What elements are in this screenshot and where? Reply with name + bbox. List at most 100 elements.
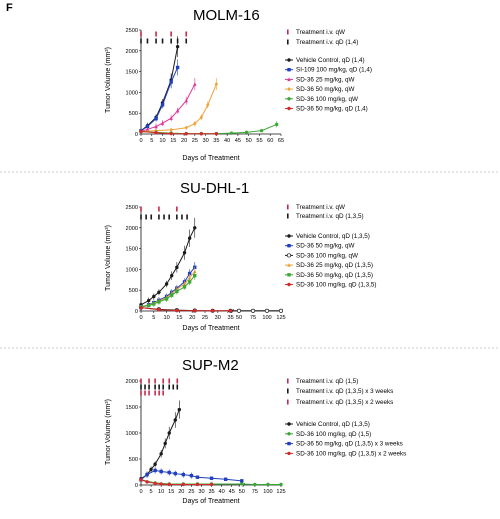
- data-point: [167, 431, 171, 435]
- data-point: [253, 482, 257, 487]
- data-point: [152, 294, 156, 299]
- data-point: [193, 309, 197, 313]
- data-point: [146, 298, 151, 303]
- data-point: [182, 251, 187, 255]
- x-tick-label: 55: [256, 138, 262, 144]
- treatment-marker: [161, 38, 164, 44]
- treatment-marker: [146, 38, 149, 44]
- treatment-marker: [168, 384, 171, 390]
- series-legend-marker: [287, 68, 291, 72]
- x-tick-label: 45: [229, 489, 235, 495]
- data-point: [152, 302, 156, 306]
- data-point: [167, 482, 171, 487]
- x-tick-label: 30: [215, 315, 221, 321]
- treatment-legend-swatch: [287, 399, 289, 405]
- series-legend-label: SD-36 100 mg/kg, qW: [296, 96, 358, 103]
- treatment-marker: [155, 38, 157, 44]
- x-tick-label: 0: [139, 138, 142, 144]
- treatment-legend-swatch: [287, 204, 289, 210]
- x-tick-label: 20: [178, 489, 184, 495]
- x-tick-label: 5: [150, 138, 153, 144]
- x-tick-label: 40: [219, 489, 225, 495]
- treatment-legend-label: Treatment i.v. qD (1,3,5) x 3 weeks: [296, 388, 393, 395]
- x-tick-label: 50: [239, 489, 245, 495]
- x-tick-label: 30: [202, 138, 208, 144]
- series-legend-label: SD-36 100 mg/kg, qW: [296, 252, 358, 259]
- data-point: [153, 462, 157, 466]
- y-tick-label: 0: [135, 483, 138, 489]
- treatment-marker: [155, 31, 157, 37]
- x-tick-label: 50: [246, 138, 252, 144]
- treatment-marker: [176, 384, 179, 390]
- treatment-marker: [186, 214, 188, 220]
- treatment-legend-swatch: [287, 29, 289, 35]
- treatment-marker: [176, 378, 179, 384]
- x-tick-label: 60: [267, 138, 273, 144]
- data-point: [199, 132, 204, 136]
- series-3: [138, 305, 284, 313]
- data-point: [159, 482, 163, 486]
- data-point: [157, 300, 161, 304]
- x-tick-label: 20: [181, 138, 187, 144]
- data-point: [209, 482, 214, 487]
- treatment-marker: [185, 38, 188, 44]
- series-legend-label: Vehicle Control, qD (1,3,5): [296, 233, 370, 240]
- x-tick-label: 45: [235, 138, 241, 144]
- series-line: [140, 83, 217, 133]
- x-tick-label: 125: [276, 489, 285, 495]
- chart-title: MOLM-16: [193, 7, 260, 24]
- data-point: [181, 472, 186, 477]
- series-legend-label: SD-36 50 mg/kg, qD (1,3,5) x 3 weeks: [296, 441, 403, 448]
- treatment-marker: [140, 378, 142, 384]
- data-point: [193, 121, 197, 126]
- x-tick-label: 20: [189, 315, 195, 321]
- data-point: [244, 130, 249, 135]
- chart-panel-2: SU-DHL-1 0 500 1000 1500 2000 2500 0 5 10 15 20 25 30…: [105, 180, 377, 332]
- data-point: [160, 103, 165, 107]
- series-3: [139, 467, 244, 483]
- series-line: [140, 271, 196, 308]
- data-point: [214, 81, 219, 87]
- data-point: [139, 305, 143, 310]
- series-legend-marker: [287, 441, 291, 446]
- data-point: [153, 468, 157, 473]
- treatment-marker: [148, 384, 150, 390]
- data-point: [175, 308, 179, 313]
- data-point: [264, 308, 270, 313]
- y-tick-label: 2500: [126, 28, 138, 34]
- x-tick-label: 15: [176, 315, 182, 321]
- series-legend-label: SD-36 50 mg/kg, qW: [296, 86, 354, 93]
- x-axis-label: Days of Treatment: [182, 325, 239, 332]
- treatment-marker: [148, 378, 150, 384]
- x-tick-label: 15: [168, 489, 174, 495]
- data-point: [145, 472, 149, 477]
- data-point: [164, 297, 169, 301]
- treatment-marker: [168, 378, 171, 384]
- y-axis-label: Tumor Volume (mm³): [105, 225, 112, 291]
- data-point: [250, 308, 256, 313]
- data-point: [193, 273, 197, 278]
- x-tick-label: 65: [278, 138, 284, 144]
- x-axis-label: Days of Treatment: [182, 498, 239, 505]
- treatment-legend-label: Treatment i.v. qD (1,3,5) x 2 weeks: [296, 399, 393, 406]
- data-point: [210, 309, 215, 313]
- data-point: [157, 290, 161, 294]
- treatment-legend-label: Treatment i.v. qW: [296, 204, 345, 211]
- data-point: [139, 129, 143, 134]
- treatment-legend-swatch: [287, 378, 289, 384]
- y-tick-label: 1500: [126, 405, 138, 411]
- series-legend-marker: [287, 244, 291, 248]
- series-4: [139, 478, 214, 487]
- treatment-marker: [154, 390, 156, 396]
- data-point: [175, 44, 180, 49]
- chart-panel-1: MOLM-16 0 500 1000 1500 2000 2500 0 5 10 15 20 25 30 3…: [105, 7, 372, 162]
- treatment-marker: [162, 384, 164, 390]
- data-point: [145, 127, 150, 132]
- data-point: [145, 124, 150, 129]
- data-point: [187, 236, 192, 240]
- data-point: [266, 482, 270, 487]
- data-point: [229, 131, 234, 135]
- series-legend-label: Vehicle Control, qD (1,4): [296, 57, 365, 64]
- data-point: [175, 65, 180, 70]
